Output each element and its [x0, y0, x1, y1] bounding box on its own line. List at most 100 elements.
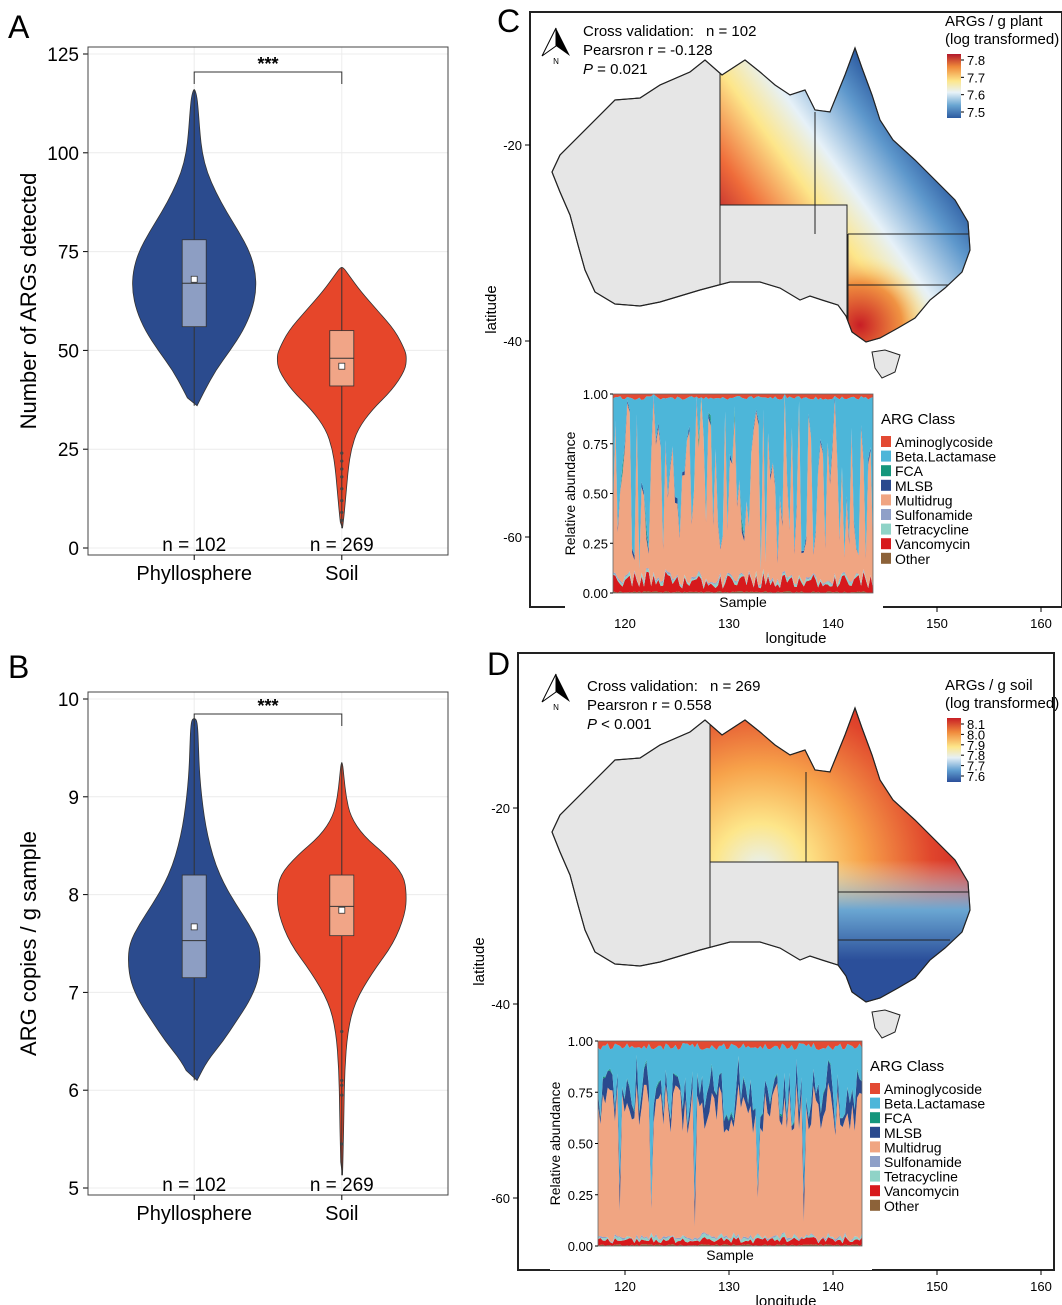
- cv-p: P < 0.001: [587, 716, 652, 733]
- x-tick-label: 120: [614, 616, 636, 631]
- australia-coast: [551, 706, 971, 1003]
- panel-label-c: C: [497, 3, 520, 39]
- colorbar-label: 8.0: [967, 727, 985, 742]
- x-tick-label: 130: [718, 616, 740, 631]
- x-tick-label: 160: [1030, 1279, 1052, 1294]
- y-tick-label: -40: [491, 997, 510, 1012]
- x-tick-label: 150: [926, 616, 948, 631]
- cv-title: Cross validation:: [587, 678, 698, 695]
- y-tick-label: 9: [68, 788, 79, 809]
- class-legend-swatch: [870, 1199, 880, 1211]
- inset-area-chart: 1.00 0.75 0.50 0.25 0.00 Sample Relative abund…: [562, 387, 996, 617]
- class-legend-swatch: [870, 1126, 880, 1138]
- panel-label-a: A: [8, 9, 30, 45]
- mean-marker: [338, 362, 346, 370]
- area-series-aminoglycoside: [598, 1041, 862, 1051]
- class-legend-label: FCA: [884, 1110, 913, 1126]
- n-label: n = 102: [162, 1175, 226, 1196]
- y-axis-label: Number of ARGs detected: [16, 173, 41, 430]
- iqr-box: [329, 874, 355, 937]
- class-legend-label: Tetracycline: [884, 1169, 958, 1185]
- y-tick-label: -60: [491, 1191, 510, 1206]
- inset-area-chart: 1.00 0.75 0.50 0.25 0.00 Sample Relative abund…: [547, 1034, 985, 1270]
- cv-title: Cross validation:: [583, 23, 694, 40]
- plot-frame: [87, 46, 449, 556]
- cv-n: n = 269: [710, 678, 760, 695]
- tasmania: [871, 349, 901, 379]
- inset-y-tick-label: 0.25: [583, 536, 608, 551]
- x-tick-label: Soil: [325, 1203, 358, 1225]
- n-label: n = 269: [310, 1175, 374, 1196]
- y-tick-label: 7: [68, 983, 79, 1004]
- n-label: n = 102: [162, 535, 226, 556]
- outlier-point: [340, 1078, 344, 1083]
- class-legend-label: Multidrug: [895, 492, 953, 508]
- inset-y-tick-label: 1.00: [583, 387, 608, 402]
- north-arrow-right: [556, 674, 570, 702]
- y-tick-label: 125: [47, 45, 79, 66]
- outlier-point: [340, 498, 344, 503]
- y-tick-label: 50: [58, 341, 79, 362]
- area-series-multidrug: [598, 1082, 862, 1243]
- outlier-point: [340, 1142, 344, 1146]
- y-axis-label: latitude: [471, 937, 488, 985]
- class-legend-swatch: [881, 436, 891, 447]
- class-legend-label: FCA: [895, 463, 924, 479]
- inset-y-label: Relative abundance: [547, 1081, 563, 1205]
- y-tick-label: 10: [58, 690, 79, 711]
- legend-subtitle: (log transformed): [945, 31, 1059, 48]
- class-legend-swatch: [881, 509, 891, 520]
- x-tick-label: Soil: [325, 563, 358, 585]
- class-legend-swatch: [881, 538, 891, 550]
- class-legend-label: Sulfonamide: [895, 507, 973, 523]
- cv-p-label: P: [583, 61, 593, 78]
- outlier-point: [340, 1093, 344, 1097]
- inset-y-tick-label: 0.75: [583, 437, 608, 452]
- outlier-point: [340, 467, 344, 471]
- class-legend-label: Sulfonamide: [884, 1154, 962, 1170]
- inset-y-tick-label: 0.75: [568, 1085, 593, 1100]
- mean-marker: [190, 275, 198, 283]
- legend-subtitle: (log transformed): [945, 695, 1059, 712]
- class-legend-title: ARG Class: [881, 411, 955, 428]
- outlier-point: [340, 475, 344, 479]
- n-label: n = 269: [310, 535, 374, 556]
- inset-x-label: Sample: [719, 594, 767, 610]
- class-legend-label: Beta.Lactamase: [884, 1096, 985, 1112]
- cv-p-value: < 0.001: [597, 716, 652, 733]
- area-series-vancomycin: [598, 1236, 862, 1246]
- class-legend-label: Vancomycin: [884, 1183, 959, 1199]
- x-tick-label: 140: [822, 1279, 844, 1294]
- outlier-point: [340, 1029, 344, 1034]
- x-axis-label: longitude: [766, 630, 827, 647]
- colorbar-label: 7.8: [967, 53, 985, 68]
- outlier-point: [340, 1083, 344, 1087]
- y-tick-label: -20: [491, 801, 510, 816]
- y-tick-label: -20: [503, 138, 522, 153]
- north-arrow-right: [556, 28, 570, 56]
- outlier-point: [340, 487, 344, 491]
- cv-p: P = 0.021: [583, 61, 648, 78]
- colorbar-label: 7.6: [967, 88, 985, 103]
- area-series-sulfonamide: [613, 567, 873, 588]
- class-legend-swatch: [870, 1083, 880, 1094]
- north-arrow-label: N: [553, 57, 559, 66]
- cv-p-value: = 0.021: [593, 61, 648, 78]
- inset-y-tick-label: 0.25: [568, 1188, 593, 1203]
- y-tick-label: 0: [68, 539, 79, 560]
- class-legend-label: Aminoglycoside: [884, 1081, 982, 1097]
- y-tick-label: 75: [58, 243, 79, 264]
- violin-panel-B: 5 6 7 8 9 10 ARG copies / g sample n = 102 Phyll…: [16, 690, 449, 1225]
- inset-y-tick-label: 0.50: [568, 1137, 593, 1152]
- outlier-point: [340, 518, 344, 522]
- class-legend-label: Tetracycline: [895, 522, 969, 538]
- area-series-mlsb: [613, 394, 873, 572]
- class-legend-swatch: [881, 479, 891, 491]
- y-tick-label: 6: [68, 1081, 79, 1102]
- area-series-other: [613, 591, 873, 593]
- australia-coast: [551, 46, 971, 343]
- class-legend-swatch: [881, 523, 891, 535]
- inset-y-tick-label: 1.00: [568, 1034, 593, 1049]
- outlier-point: [340, 451, 344, 455]
- cv-r: Pearsron r = 0.558: [587, 697, 712, 714]
